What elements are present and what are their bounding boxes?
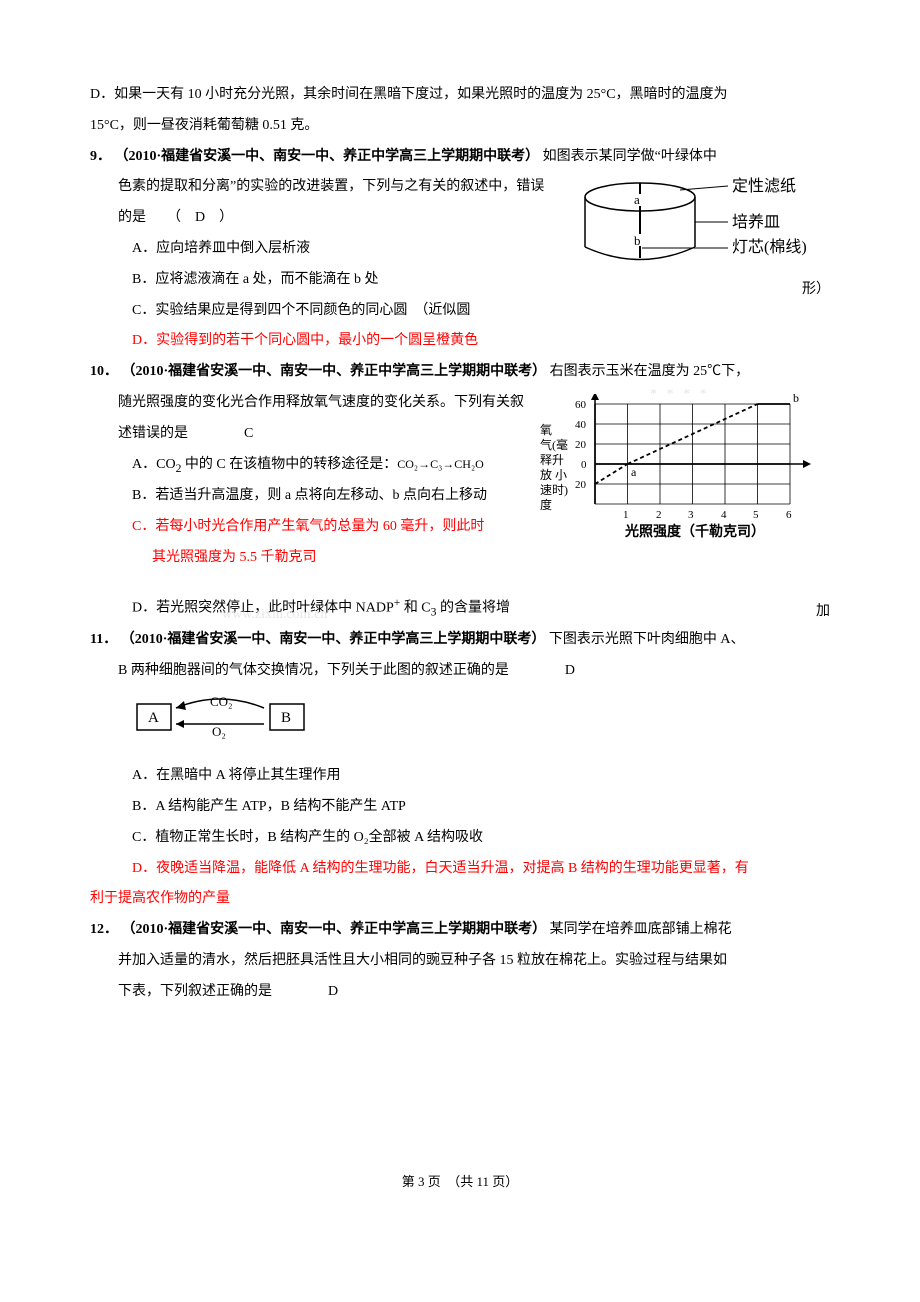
svg-text:定性滤纸: 定性滤纸 bbox=[732, 177, 796, 195]
q10-chart: 氧 气(毫 释升 放 小 速时) 度 bbox=[540, 394, 830, 582]
svg-text:4: 4 bbox=[721, 509, 727, 521]
q12-stem-line1: 12． （2010·福建省安溪一中、南安一中、养正中学高三上学期期中联考） 某同… bbox=[90, 915, 830, 946]
svg-text:气(毫: 气(毫 bbox=[540, 437, 568, 452]
svg-text:O₂: O₂ bbox=[212, 724, 226, 739]
q10-a-pre: A． bbox=[132, 457, 156, 472]
svg-text:A: A bbox=[148, 710, 159, 726]
q12-stem-line3: 下表，下列叙述正确的是 D bbox=[118, 977, 830, 1008]
q12-source: （2010·福建省安溪一中、南安一中、养正中学高三上学期期中联考） bbox=[122, 922, 547, 937]
svg-text:1: 1 bbox=[623, 509, 629, 521]
q10-d-mid: 和 C bbox=[400, 600, 430, 615]
q11-stem-line2: B 两种细胞器间的气体交换情况，下列关于此图的叙述正确的是 D bbox=[118, 656, 830, 687]
svg-text:2: 2 bbox=[656, 509, 662, 521]
dish-diagram-svg: a b 定性滤纸 培养皿 灯芯(棉线) bbox=[570, 172, 830, 282]
svg-text:20: 20 bbox=[575, 439, 587, 451]
q12-number: 12． bbox=[90, 922, 118, 937]
svg-text:氧: 氧 bbox=[540, 423, 552, 437]
organelle-exchange-svg: A B CO₂ O₂ bbox=[132, 692, 312, 742]
q10-number: 10． bbox=[90, 364, 118, 379]
q9-number: 9． bbox=[90, 149, 111, 164]
q10-option-d: D．若光照突然停止，此时叶绿体中 NADP+ 和 C3 的含量将增 www.zi… bbox=[132, 590, 830, 625]
q10-a-path: CO₂→C₃→CH₂O bbox=[397, 457, 484, 471]
svg-text:5: 5 bbox=[753, 509, 759, 521]
q11-number: 11． bbox=[90, 632, 117, 647]
svg-text:培养皿: 培养皿 bbox=[732, 213, 780, 231]
svg-text:度: 度 bbox=[540, 497, 552, 512]
q11-option-c: C．植物正常生长时，B 结构产生的 O₂全部被 A 结构吸收 bbox=[132, 823, 830, 854]
svg-text:b: b bbox=[634, 233, 641, 248]
q10-stem-line1: 10． （2010·福建省安溪一中、南安一中、养正中学高三上学期期中联考） 右图… bbox=[90, 357, 830, 388]
q11-option-d-line2: 利于提高农作物的产量 bbox=[90, 884, 830, 915]
q11-stem-line1: 11． （2010·福建省安溪一中、南安一中、养正中学高三上学期期中联考） 下图… bbox=[90, 625, 830, 656]
q11-diagram: A B CO₂ O₂ bbox=[132, 692, 830, 755]
svg-text:6: 6 bbox=[786, 509, 792, 521]
q11-option-b: B．A 结构能产生 ATP，B 结构不能产生 ATP bbox=[132, 792, 830, 823]
q10-a-co2: CO bbox=[156, 457, 175, 472]
q11-source: （2010·福建省安溪一中、南安一中、养正中学高三上学期期中联考） bbox=[121, 632, 546, 647]
q12-stem-line2: 并加入适量的清水，然后把胚具活性且大小相同的豌豆种子各 15 粒放在棉花上。实验… bbox=[118, 946, 830, 977]
q10-a-mid: 中的 C 在该植物中的转移途径是： bbox=[181, 457, 397, 472]
q9-stem1: 如图表示某同学做“叶绿体中 bbox=[543, 149, 717, 164]
svg-text:释升: 释升 bbox=[540, 453, 564, 467]
svg-text:放 小: 放 小 bbox=[540, 467, 567, 482]
q9-source: （2010·福建省安溪一中、南安一中、养正中学高三上学期期中联考） bbox=[115, 149, 540, 164]
q10-d-fill: 加 bbox=[816, 597, 830, 628]
svg-text:0: 0 bbox=[581, 459, 587, 471]
page-footer: 第 3 页 （共 11 页） bbox=[90, 1168, 830, 1197]
q9-stem-line1: 9． （2010·福建省安溪一中、南安一中、养正中学高三上学期期中联考） 如图表… bbox=[90, 142, 830, 173]
q11-option-d-line1: D．夜晚适当降温，能降低 A 结构的生理功能，白天适当升温，对提高 B 结构的生… bbox=[132, 854, 830, 885]
svg-text:60: 60 bbox=[575, 399, 587, 411]
document-page: D．如果一天有 10 小时充分光照，其余时间在黑暗下度过，如果光照时的温度为 2… bbox=[0, 0, 920, 1246]
svg-text:灯芯(棉线): 灯芯(棉线) bbox=[732, 238, 807, 256]
svg-text:20: 20 bbox=[575, 479, 587, 491]
q9-diagram: a b 定性滤纸 培养皿 灯芯(棉线) bbox=[570, 172, 830, 295]
q10-stem1: 右图表示玉米在温度为 25℃下， bbox=[550, 364, 750, 379]
q8-option-d-line1: D．如果一天有 10 小时充分光照，其余时间在黑暗下度过，如果光照时的温度为 2… bbox=[90, 80, 830, 111]
q12-stem1: 某同学在培养皿底部铺上棉花 bbox=[550, 922, 732, 937]
svg-text:光照强度（千勒克司）: 光照强度（千勒克司） bbox=[624, 523, 765, 540]
q9-c-suffix: 形） bbox=[802, 275, 830, 306]
svg-text:a: a bbox=[634, 192, 640, 207]
q11-stem1: 下图表示光照下叶肉细胞中 A、 bbox=[549, 632, 745, 647]
svg-text:速时): 速时) bbox=[540, 483, 568, 497]
svg-text:b: b bbox=[793, 394, 799, 405]
q9-c-pre: C．实验结果应是得到四个不同颜色的同心圆 （近似圆 bbox=[132, 303, 470, 318]
svg-text:B: B bbox=[281, 710, 291, 726]
q10-d-pre: D．若光照突然停止，此时叶绿体中 NADP bbox=[132, 600, 394, 615]
svg-text:CO₂: CO₂ bbox=[210, 694, 233, 709]
oxygen-chart-svg: 氧 气(毫 释升 放 小 速时) 度 bbox=[540, 394, 830, 569]
q11-option-a: A．在黑暗中 A 将停止其生理作用 bbox=[132, 761, 830, 792]
q9-option-c: C．实验结果应是得到四个不同颜色的同心圆 （近似圆 bbox=[132, 296, 830, 327]
q10-source: （2010·福建省安溪一中、南安一中、养正中学高三上学期期中联考） bbox=[122, 364, 547, 379]
q8-option-d-line2: 15°C，则一昼夜消耗葡萄糖 0.51 克。 bbox=[90, 111, 830, 142]
svg-text:a: a bbox=[631, 465, 637, 479]
svg-text:3: 3 bbox=[688, 509, 694, 521]
q9-option-d: D．实验得到的若干个同心圆中，最小的一个圆呈橙黄色 bbox=[132, 326, 830, 357]
svg-text:40: 40 bbox=[575, 419, 587, 431]
q10-d-post: 的含量将增 bbox=[436, 600, 510, 615]
